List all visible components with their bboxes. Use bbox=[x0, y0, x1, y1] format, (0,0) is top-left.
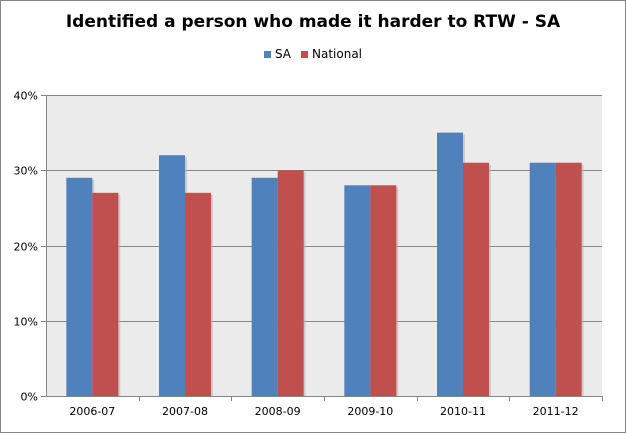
legend-label-sa: SA bbox=[274, 47, 292, 61]
legend-item-sa: SA bbox=[263, 47, 292, 61]
bar-national-2006-07 bbox=[92, 192, 119, 396]
bar-national-2011-12 bbox=[555, 162, 582, 396]
bar-sa-2011-12 bbox=[529, 162, 556, 396]
x-tick-label: 2010-11 bbox=[440, 405, 486, 418]
bar-sa-2007-08 bbox=[159, 155, 185, 396]
plot-area bbox=[46, 95, 602, 396]
chart-legend: SA National bbox=[0, 47, 626, 61]
bar-national-2010-11 bbox=[463, 162, 489, 396]
x-tick-label: 2011-12 bbox=[533, 405, 579, 418]
y-tick-label: 40% bbox=[14, 90, 38, 103]
y-tick-label: 10% bbox=[14, 316, 38, 329]
chart-title: Identified a person who made it harder t… bbox=[65, 12, 561, 32]
legend-item-national: National bbox=[301, 47, 362, 61]
x-tick-label: 2008-09 bbox=[255, 405, 301, 418]
bar-sa-2009-10 bbox=[344, 185, 371, 396]
y-tick-label: 20% bbox=[14, 241, 38, 254]
x-tick-label: 2006-07 bbox=[69, 405, 115, 418]
bar-sa-2008-09 bbox=[251, 177, 278, 396]
legend-label-national: National bbox=[312, 47, 363, 61]
bar-national-2009-10 bbox=[370, 185, 397, 396]
y-tick-label: 30% bbox=[14, 165, 38, 178]
bar-national-2007-08 bbox=[185, 192, 211, 396]
x-tick-label: 2009-10 bbox=[347, 405, 393, 418]
bar-sa-2006-07 bbox=[66, 177, 93, 396]
y-tick-label: 0% bbox=[21, 391, 38, 404]
x-tick-label: 2007-08 bbox=[162, 405, 208, 418]
bar-national-2008-09 bbox=[277, 170, 304, 396]
bar-sa-2010-11 bbox=[437, 132, 463, 396]
legend-swatch-national bbox=[301, 50, 309, 58]
legend-swatch-sa bbox=[263, 50, 271, 58]
